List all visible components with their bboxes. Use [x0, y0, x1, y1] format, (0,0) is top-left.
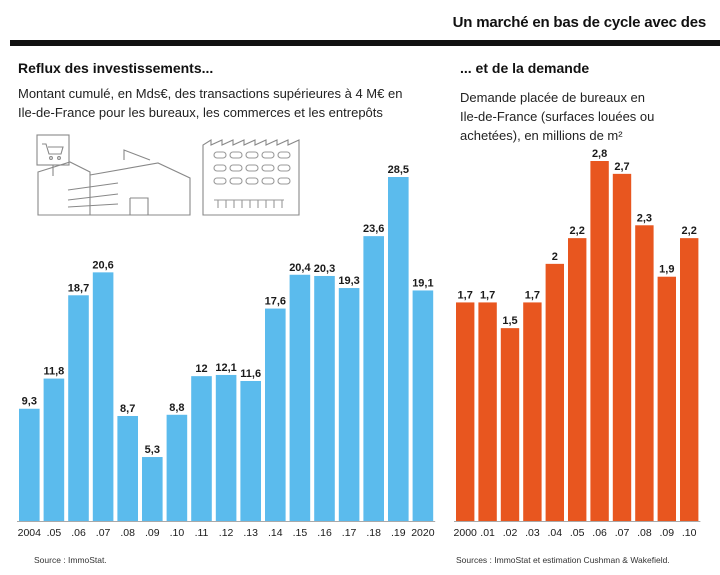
bar-13 [240, 380, 261, 521]
bar-07 [92, 272, 114, 521]
x-tick-label: .12 [219, 527, 234, 539]
bar-17 [338, 288, 360, 521]
bar-06 [590, 161, 609, 521]
bar-value-label: 1,7 [525, 289, 540, 301]
right-panel-title: ... et de la demande [460, 60, 590, 76]
x-tick-label: .13 [243, 527, 258, 539]
bar-value-label: 20,4 [289, 262, 311, 274]
bar-value-label: 20,6 [92, 259, 113, 271]
bar-value-label: 12 [195, 363, 207, 375]
bar-value-label: 28,5 [388, 164, 409, 176]
x-tick-label: .14 [268, 527, 283, 539]
x-tick-label: .11 [195, 527, 209, 539]
bar-value-label: 17,6 [265, 296, 286, 308]
bar-08 [635, 225, 654, 522]
x-tick-label: 2000 [454, 527, 478, 539]
bar-value-label: 1,5 [502, 315, 517, 327]
bar-2020 [412, 290, 434, 521]
bar-09 [142, 457, 163, 521]
x-tick-label: .02 [503, 527, 518, 539]
headline: Un marché en bas de cycle avec des [452, 14, 707, 31]
bar-09 [657, 276, 676, 521]
bar-value-label: 5,3 [145, 444, 160, 456]
bar-value-label: 8,7 [120, 403, 135, 415]
bar-10 [166, 414, 188, 521]
bar-03 [523, 302, 542, 521]
left-panel-description: Montant cumulé, en Mds€, des transaction… [18, 86, 403, 120]
x-tick-label: .01 [480, 527, 495, 539]
bar-05 [43, 378, 65, 521]
bar-08 [117, 415, 138, 521]
bar-value-label: 18,7 [68, 282, 89, 294]
bar-value-label: 20,3 [314, 263, 335, 275]
bar-12 [215, 374, 237, 521]
bar-11 [191, 376, 212, 521]
x-tick-label: .04 [547, 527, 562, 539]
bar-value-label: 11,8 [43, 366, 64, 378]
bar-15 [289, 274, 311, 521]
x-tick-label: .16 [317, 527, 332, 539]
bar-18 [363, 236, 384, 521]
bar-value-label: 23,6 [363, 223, 384, 235]
bar-10 [680, 238, 699, 521]
bar-2004 [19, 408, 40, 521]
x-tick-label: .19 [391, 527, 406, 539]
headline-rule [10, 40, 720, 46]
bar-value-label: 2,2 [570, 225, 585, 237]
x-tick-label: 2004 [18, 527, 42, 539]
x-tick-label: .10 [170, 527, 185, 539]
x-tick-label: .06 [592, 527, 607, 539]
bar-value-label: 19,1 [412, 277, 433, 289]
bar-01 [478, 302, 497, 521]
bar-value-label: 2,8 [592, 148, 607, 160]
bar-value-label: 1,7 [480, 289, 495, 301]
x-tick-label: .05 [570, 527, 585, 539]
bar-value-label: 11,6 [240, 368, 261, 380]
right-source-note: Sources : ImmoStat et estimation Cushman… [456, 555, 670, 565]
bar-value-label: 2,3 [637, 212, 652, 224]
x-tick-label: .05 [47, 527, 62, 539]
x-tick-label: 2020 [411, 527, 435, 539]
x-tick-label: .09 [145, 527, 160, 539]
bar-value-label: 1,9 [659, 264, 674, 276]
x-tick-label: .03 [525, 527, 540, 539]
x-tick-label: .08 [637, 527, 652, 539]
bar-16 [314, 275, 335, 521]
x-tick-label: .06 [71, 527, 86, 539]
left-panel-title: Reflux des investissements... [18, 60, 214, 76]
x-tick-label: .08 [120, 527, 135, 539]
bar-value-label: 12,1 [215, 362, 236, 374]
bar-value-label: 9,3 [22, 396, 37, 408]
bar-19 [388, 177, 409, 521]
bar-14 [265, 308, 286, 521]
x-tick-label: .09 [659, 527, 674, 539]
bar-value-label: 1,7 [458, 289, 473, 301]
right-panel-description: Demande placée de bureaux en Ile-de-Fran… [460, 90, 655, 143]
bar-02 [500, 328, 520, 521]
bar-07 [612, 173, 632, 521]
x-tick-label: .07 [96, 527, 111, 539]
bar-value-label: 19,3 [338, 275, 359, 287]
bar-04 [545, 263, 564, 521]
x-tick-label: .17 [342, 527, 357, 539]
left-source-note: Source : ImmoStat. [34, 555, 107, 565]
bar-value-label: 2 [552, 251, 558, 263]
bar-value-label: 2,7 [614, 161, 629, 173]
x-tick-label: .15 [293, 527, 308, 539]
bar-value-label: 2,2 [682, 225, 697, 237]
bar-06 [68, 295, 89, 521]
x-tick-label: .10 [682, 527, 697, 539]
x-tick-label: .18 [366, 527, 381, 539]
bar-05 [568, 238, 587, 521]
bar-2000 [456, 302, 475, 521]
bar-value-label: 8,8 [169, 402, 184, 414]
x-tick-label: .07 [615, 527, 630, 539]
